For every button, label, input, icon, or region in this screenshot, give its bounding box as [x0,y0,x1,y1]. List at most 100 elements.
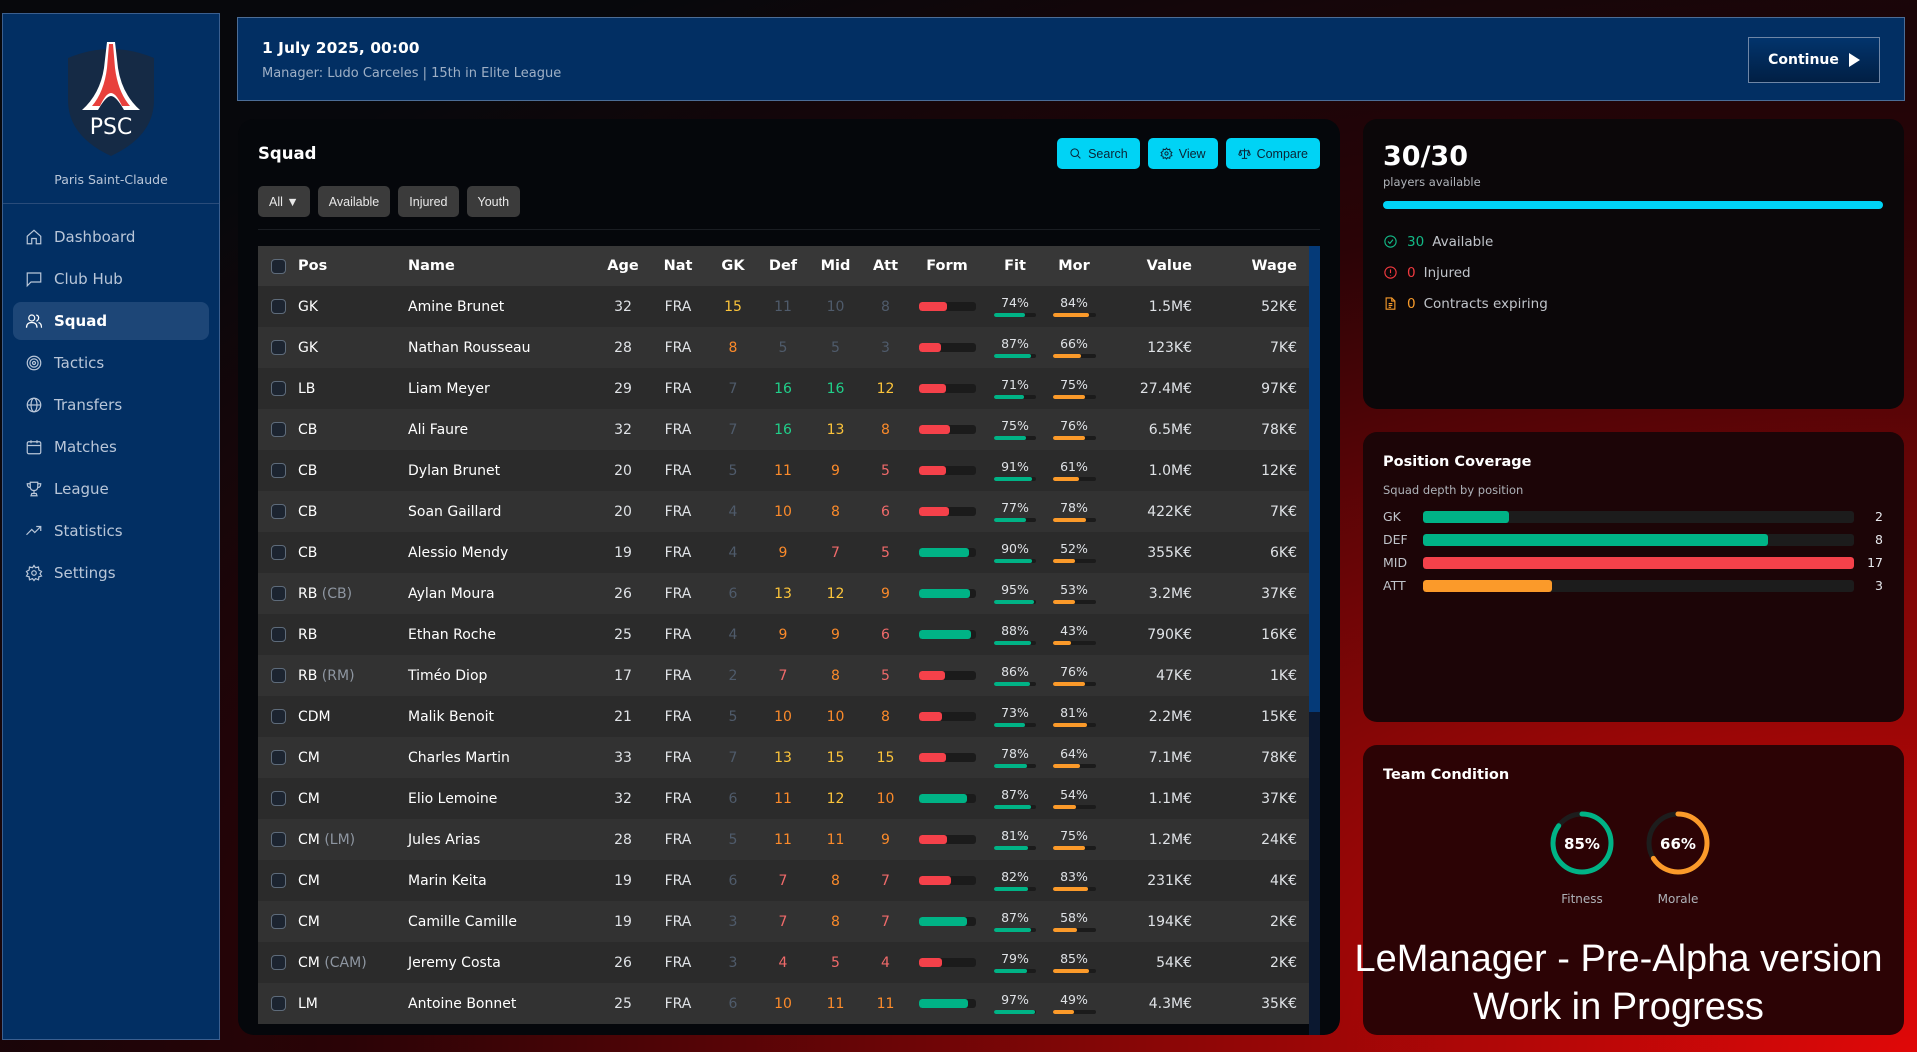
row-checkbox[interactable] [270,545,286,560]
table-row[interactable]: CM Elio Lemoine 32 FRA 6 11 12 10 87% 54% 1.1M€ 37K… [258,778,1309,819]
view-button[interactable]: View [1147,138,1218,169]
player-name[interactable]: Aylan Moura [408,585,495,602]
player-name[interactable]: Malik Benoit [408,708,495,725]
sidebar-item-statistics[interactable]: Statistics [13,512,209,550]
table-scrollbar-thumb[interactable] [1309,246,1320,712]
filter-all-dropdown[interactable]: All ▼ [258,186,310,217]
table-row[interactable]: RB (RM) Timéo Diop 17 FRA 2 7 8 5 86% 76% 47K€ 1K€ [258,655,1309,696]
morale-bar-fill [1052,599,1076,605]
table-row[interactable]: LM Antoine Bonnet 25 FRA 6 10 11 11 97% 49% 4.3M€ 3… [258,983,1309,1024]
col-mor[interactable]: Mor [1058,258,1090,274]
sidebar-item-transfers[interactable]: Transfers [13,386,209,424]
row-checkbox[interactable] [270,586,286,601]
select-all-checkbox[interactable] [270,258,286,274]
fitness-value: 87% [1001,786,1029,802]
col-pos[interactable]: Pos [298,258,328,274]
player-name[interactable]: Camille Camille [408,913,517,930]
row-checkbox[interactable] [270,873,286,888]
search-button[interactable]: Search [1057,138,1140,169]
player-name[interactable]: Elio Lemoine [408,790,498,807]
table-row[interactable]: CM Camille Camille 19 FRA 3 7 8 7 87% 58% 194K€ 2K€ [258,901,1309,942]
table-row[interactable]: CB Dylan Brunet 20 FRA 5 11 9 5 91% 61% 1.0M€ 12K€ [258,450,1309,491]
table-scrollbar[interactable] [1309,246,1320,1035]
contracts-num: 0 [1407,295,1416,312]
player-name[interactable]: Jeremy Costa [408,954,501,971]
player-name[interactable]: Amine Brunet [408,298,505,315]
row-checkbox[interactable] [270,750,286,765]
sidebar-item-league[interactable]: League [13,470,209,508]
sidebar-item-squad[interactable]: Squad [13,302,209,340]
player-name[interactable]: Liam Meyer [408,380,490,397]
table-row[interactable]: CM (LM) Jules Arias 28 FRA 5 11 11 9 81% 75% 1.2M€… [258,819,1309,860]
coverage-row: ATT 3 [1383,574,1883,597]
col-form[interactable]: Form [926,258,968,274]
player-name[interactable]: Marin Keita [408,872,487,889]
squad-table: Pos Name Age Nat GK Def Mid Att Form Fit… [258,246,1309,1024]
row-checkbox[interactable] [270,422,286,437]
col-def[interactable]: Def [768,258,798,274]
player-name[interactable]: Soan Gaillard [408,503,502,520]
table-row[interactable]: CM (CAM) Jeremy Costa 26 FRA 3 4 5 4 79% 85% 54K€ 2… [258,942,1309,983]
table-row[interactable]: CB Alessio Mendy 19 FRA 4 9 7 5 90% 52% 355K€ 6K€ [258,532,1309,573]
player-name[interactable]: Jules Arias [408,831,481,848]
col-value[interactable]: Value [1146,258,1192,274]
row-checkbox[interactable] [270,668,286,683]
player-name[interactable]: Timéo Diop [408,667,488,684]
col-name[interactable]: Name [408,258,455,274]
player-name[interactable]: Ali Faure [408,421,469,438]
row-checkbox[interactable] [270,955,286,970]
row-checkbox[interactable] [270,914,286,929]
col-gk[interactable]: GK [721,258,745,274]
player-form [908,327,986,368]
table-row[interactable]: LB Liam Meyer 29 FRA 7 16 16 12 71% 75% 27.4M€ 97K€ [258,368,1309,409]
row-checkbox[interactable] [270,832,286,847]
compare-button[interactable]: Compare [1225,138,1320,169]
sidebar-item-club-hub[interactable]: Club Hub [13,260,209,298]
sidebar-item-tactics[interactable]: Tactics [13,344,209,382]
player-value: 194K€ [1147,913,1192,930]
row-checkbox[interactable] [270,463,286,478]
sidebar-item-matches[interactable]: Matches [13,428,209,466]
row-checkbox[interactable] [270,381,286,396]
player-name[interactable]: Ethan Roche [408,626,496,643]
row-checkbox[interactable] [270,299,286,314]
col-fit[interactable]: Fit [1004,258,1026,274]
col-age[interactable]: Age [607,258,639,274]
row-checkbox[interactable] [270,996,286,1011]
table-row[interactable]: CM Charles Martin 33 FRA 7 13 15 15 78% 64% 7.1M€ 7… [258,737,1309,778]
sidebar-item-label: Squad [54,312,108,330]
form-bar-fill [918,876,951,885]
table-row[interactable]: RB Ethan Roche 25 FRA 4 9 9 6 88% 43% 790K€ 16K€ [258,614,1309,655]
player-name[interactable]: Dylan Brunet [408,462,501,479]
table-row[interactable]: CB Soan Gaillard 20 FRA 4 10 8 6 77% 78% 422K€ 7K€ [258,491,1309,532]
col-att[interactable]: Att [872,258,899,274]
continue-button[interactable]: Continue [1748,37,1880,83]
player-name[interactable]: Alessio Mendy [408,544,509,561]
filter-injured[interactable]: Injured [398,186,459,217]
table-row[interactable]: CB Ali Faure 32 FRA 7 16 13 8 75% 76% 6.5M€ 78K€ [258,409,1309,450]
col-nat[interactable]: Nat [663,258,693,274]
table-row[interactable]: GK Nathan Rousseau 28 FRA 8 5 5 3 87% 66% 123K€ 7K€ [258,327,1309,368]
table-row[interactable]: RB (CB) Aylan Moura 26 FRA 6 13 12 9 95% 53% 3.2M€… [258,573,1309,614]
sidebar-item-settings[interactable]: Settings [13,554,209,592]
col-wage[interactable]: Wage [1251,258,1297,274]
table-row[interactable]: GK Amine Brunet 32 FRA 15 11 10 8 74% 84% 1.5M€ 52K… [258,286,1309,327]
player-form [908,655,986,696]
row-checkbox[interactable] [270,709,286,724]
row-checkbox[interactable] [270,791,286,806]
trophy-icon [25,480,43,498]
sidebar-item-dashboard[interactable]: Dashboard [13,218,209,256]
player-att: 5 [881,667,890,684]
row-checkbox[interactable] [270,504,286,519]
col-mid[interactable]: Mid [820,258,851,274]
player-name[interactable]: Charles Martin [408,749,510,766]
filter-youth[interactable]: Youth [466,186,521,217]
player-name[interactable]: Nathan Rousseau [408,339,531,356]
table-row[interactable]: CDM Malik Benoit 21 FRA 5 10 10 8 73% 81% 2.2M€ 15K… [258,696,1309,737]
player-name[interactable]: Antoine Bonnet [408,995,517,1012]
table-row[interactable]: CM Marin Keita 19 FRA 6 7 8 7 82% 83% 231K€ 4K€ [258,860,1309,901]
row-checkbox[interactable] [270,340,286,355]
filter-available[interactable]: Available [317,186,391,217]
row-checkbox[interactable] [270,627,286,642]
player-mid: 10 [826,708,845,725]
